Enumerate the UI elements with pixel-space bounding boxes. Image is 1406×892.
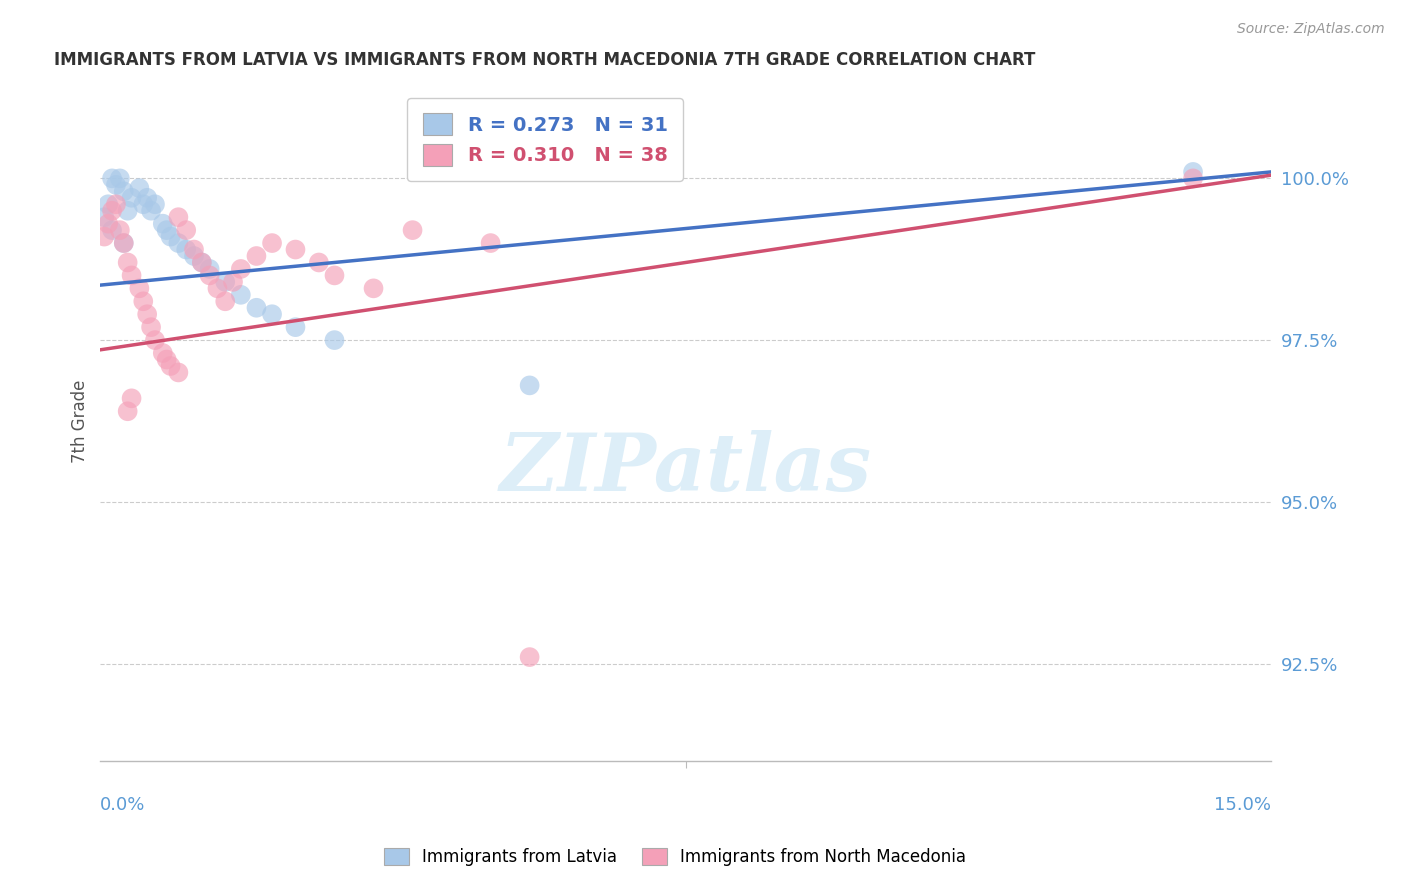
Point (104, 197, 127, 211)
Point (93, 210, 115, 224)
Point (101, 203, 124, 218)
Point (519, 650, 541, 665)
Point (260, 235, 283, 250)
Y-axis label: 7th Grade: 7th Grade (72, 379, 89, 463)
Point (167, 366, 190, 380)
Point (229, 288, 252, 302)
Point (260, 307, 283, 321)
Point (323, 333, 346, 347)
Point (101, 223, 124, 237)
Point (159, 229, 181, 244)
Point (93, 229, 115, 244)
Point (198, 268, 221, 283)
Point (112, 184, 135, 198)
Point (159, 359, 181, 373)
Point (1182, 165, 1205, 179)
Point (136, 191, 159, 205)
Point (245, 301, 267, 315)
Point (183, 243, 205, 257)
Point (128, 281, 150, 295)
Point (167, 235, 190, 250)
Point (132, 197, 155, 211)
Point (97, 197, 120, 211)
Point (117, 203, 139, 218)
Point (132, 294, 155, 309)
Text: IMMIGRANTS FROM LATVIA VS IMMIGRANTS FROM NORTH MACEDONIA 7TH GRADE CORRELATION : IMMIGRANTS FROM LATVIA VS IMMIGRANTS FRO… (53, 51, 1035, 69)
Point (174, 243, 197, 257)
Point (401, 223, 423, 237)
Point (284, 320, 307, 334)
Point (479, 235, 502, 250)
Point (136, 307, 159, 321)
Text: 15.0%: 15.0% (1215, 797, 1271, 814)
Point (108, 171, 131, 186)
Point (323, 268, 346, 283)
Point (101, 171, 124, 186)
Point (308, 255, 330, 269)
Point (139, 320, 162, 334)
Text: ZIPatlas: ZIPatlas (499, 430, 872, 508)
Point (152, 217, 174, 231)
Point (519, 378, 541, 392)
Point (1182, 171, 1205, 186)
Legend: Immigrants from Latvia, Immigrants from North Macedonia: Immigrants from Latvia, Immigrants from … (375, 840, 974, 875)
Legend: R = 0.273   N = 31, R = 0.310   N = 38: R = 0.273 N = 31, R = 0.310 N = 38 (408, 98, 683, 181)
Point (121, 392, 143, 406)
Point (112, 235, 135, 250)
Point (207, 281, 229, 295)
Point (152, 346, 174, 360)
Text: Source: ZipAtlas.com: Source: ZipAtlas.com (1237, 22, 1385, 37)
Point (214, 275, 236, 289)
Point (167, 210, 190, 224)
Point (117, 255, 139, 269)
Text: 0.0%: 0.0% (100, 797, 146, 814)
Point (245, 249, 267, 263)
Point (229, 262, 252, 277)
Point (156, 352, 179, 367)
Point (128, 181, 150, 195)
Point (284, 243, 307, 257)
Point (143, 333, 166, 347)
Point (104, 178, 127, 192)
Point (198, 262, 221, 277)
Point (363, 281, 385, 295)
Point (121, 191, 143, 205)
Point (108, 223, 131, 237)
Point (97, 217, 120, 231)
Point (143, 197, 166, 211)
Point (121, 268, 143, 283)
Point (191, 255, 214, 269)
Point (112, 235, 135, 250)
Point (156, 223, 179, 237)
Point (139, 203, 162, 218)
Point (191, 255, 214, 269)
Point (174, 223, 197, 237)
Point (214, 294, 236, 309)
Point (183, 249, 205, 263)
Point (222, 275, 245, 289)
Point (117, 404, 139, 418)
